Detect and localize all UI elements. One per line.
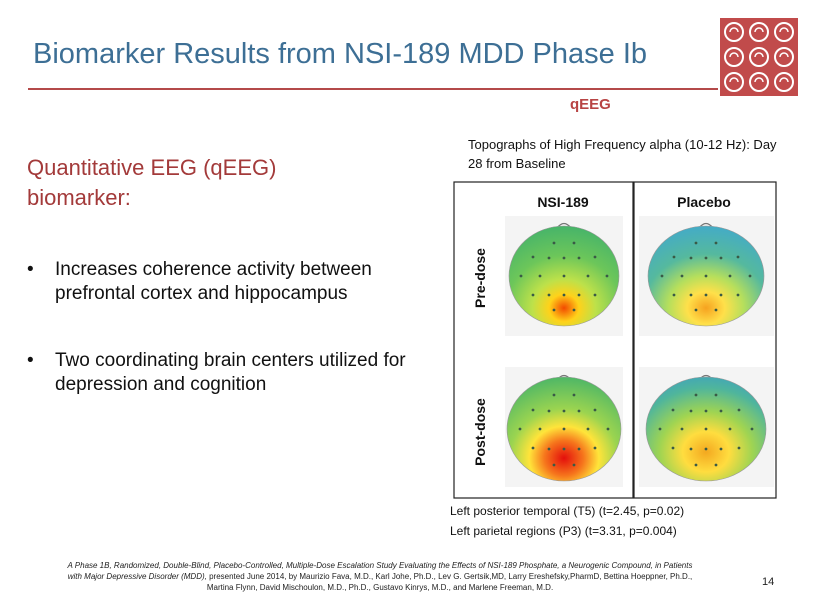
electrode-dots	[518, 241, 754, 467]
bullet-dot-icon: •	[27, 259, 34, 280]
section-label: qEEG	[570, 96, 611, 113]
bullet-dot-icon: •	[27, 350, 34, 371]
title-divider	[28, 88, 718, 90]
bullet-text: Two coordinating brain centers utilized …	[55, 350, 406, 395]
bullet-item: • Increases coherence activity between p…	[27, 258, 447, 306]
topograph-nsi-189-post-dose	[505, 367, 623, 487]
topograph-placebo-post-dose	[639, 367, 774, 487]
row-label-pre-dose: Pre-dose	[472, 248, 488, 308]
stat-line-t5: Left posterior temporal (T5) (t=2.45, p=…	[450, 504, 685, 518]
section-heading: Quantitative EEG (qEEG) biomarker:	[27, 155, 277, 210]
placebo-panel-border	[633, 181, 777, 499]
bullet-text: Increases coherence activity between pre…	[55, 259, 372, 304]
reference-citation: A Phase 1B, Randomized, Double-Blind, Pl…	[60, 560, 700, 593]
slide-title: Biomarker Results from NSI-189 MDD Phase…	[33, 38, 648, 70]
bullet-list: • Increases coherence activity between p…	[27, 258, 447, 440]
bullet-item: • Two coordinating brain centers utilize…	[27, 349, 447, 397]
page-number: 14	[762, 576, 775, 588]
row-label-post-dose: Post-dose	[472, 398, 488, 466]
stat-line-p3: Left parietal regions (P3) (t=3.31, p=0.…	[450, 524, 677, 538]
company-logo	[720, 18, 798, 96]
reference-study-title: A Phase 1B, Randomized, Double-Blind, Pl…	[67, 561, 693, 581]
column-label-nsi-189: NSI-189	[537, 194, 589, 210]
topograph-figure: NSI-189 Placebo Pre-dose Post-dose	[453, 181, 778, 499]
reference-authors: presented June 2014, by Maurizio Fava, M…	[206, 572, 693, 592]
topograph-caption: Topographs of High Frequency alpha (10-1…	[468, 137, 777, 171]
column-label-placebo: Placebo	[677, 194, 731, 210]
nsi-189-panel-border	[453, 181, 634, 499]
